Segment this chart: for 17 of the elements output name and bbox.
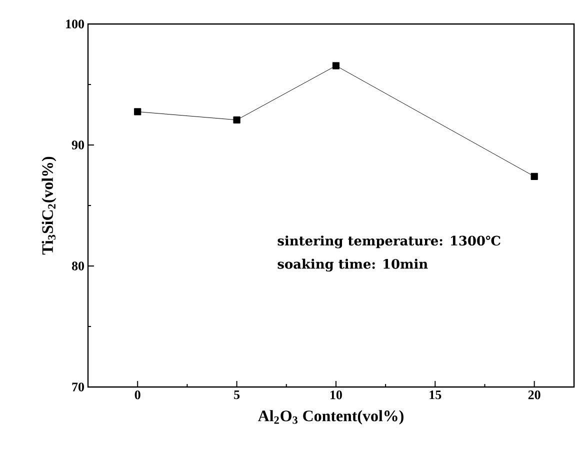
y-tick-label: 100 <box>66 20 84 28</box>
x-axis-title: Al$_{2}$O$_{3}$ Content(vol%) <box>258 410 404 425</box>
x-tick-label: 15 <box>430 390 442 400</box>
x-tick-label: 10 <box>330 390 342 400</box>
annotation: soaking time: 10min <box>278 258 428 272</box>
point <box>134 108 142 116</box>
point <box>530 172 538 180</box>
x-tick-label: 0 <box>134 390 140 400</box>
x-tick-label: 20 <box>528 390 540 400</box>
annotation: sintering temperature: 1300℃ <box>278 236 500 248</box>
y-tick-label: 90 <box>72 140 84 150</box>
y-tick-label: 80 <box>72 262 84 270</box>
point <box>233 116 240 124</box>
y-tick-label: 70 <box>72 382 84 392</box>
x-tick-label: 5 <box>234 390 240 400</box>
y-axis-title: Ti$_{3}$SiC$_{2}$(vol%) <box>42 156 56 255</box>
point <box>332 62 340 70</box>
